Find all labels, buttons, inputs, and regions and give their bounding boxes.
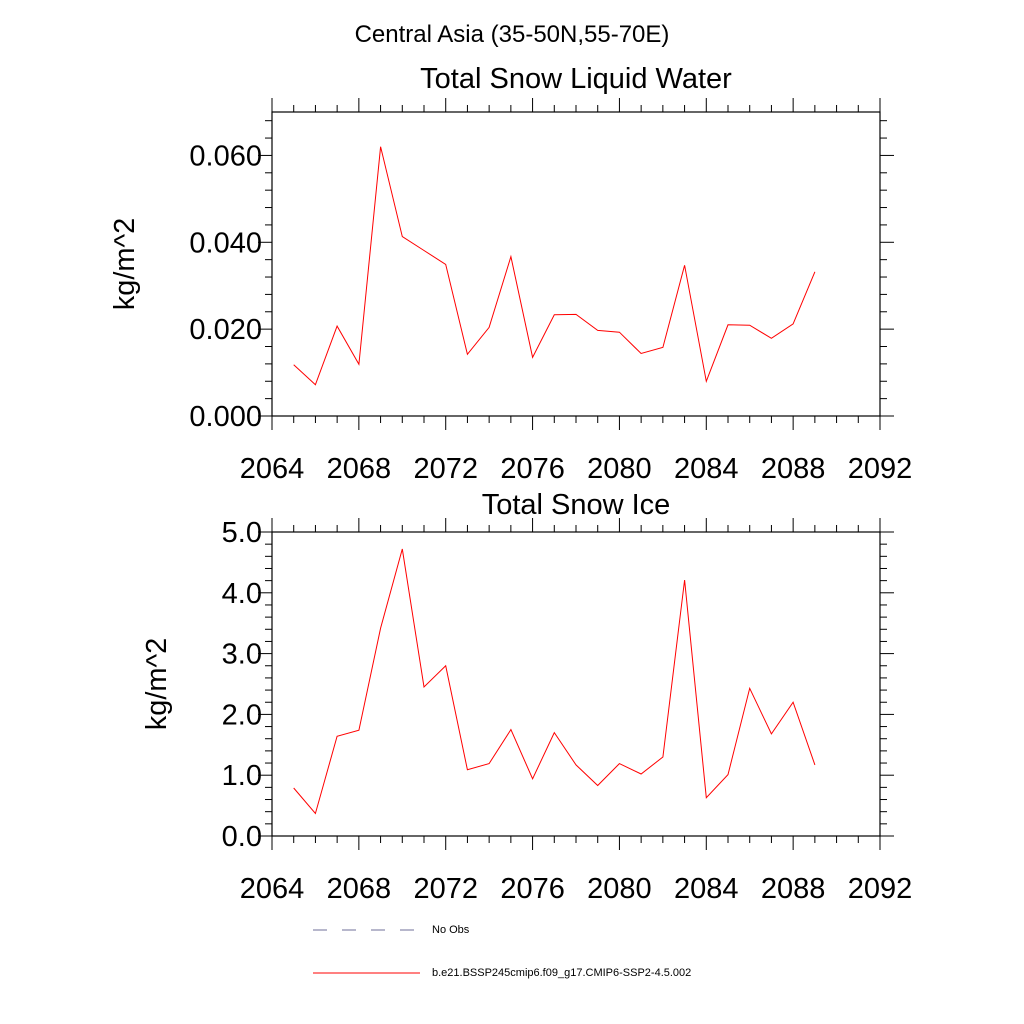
x-tick-label: 2072 — [413, 453, 478, 485]
legend-label-model-run: b.e21.BSSP245cmip6.f09_g17.CMIP6-SSP2-4.… — [432, 967, 691, 979]
x-tick-label: 2068 — [327, 873, 392, 905]
plot-frame — [271, 111, 881, 417]
x-tick-label: 2092 — [848, 453, 913, 485]
x-tick-label: 2064 — [240, 453, 305, 485]
x-tick-label: 2092 — [848, 873, 913, 905]
x-tick-label: 2064 — [240, 873, 305, 905]
x-tick-label: 2088 — [761, 453, 826, 485]
legend-label-no-obs: No Obs — [432, 924, 470, 936]
y-tick-label: 0.000 — [189, 401, 262, 433]
legend: No Obs b.e21.BSSP245cmip6.f09_g17.CMIP6-… — [313, 924, 691, 979]
figure-suptitle: Central Asia (35-50N,55-70E) — [355, 21, 670, 48]
y-axis-label: kg/m^2 — [109, 218, 141, 311]
x-tick-label: 2076 — [500, 873, 565, 905]
y-axis-label: kg/m^2 — [141, 638, 173, 731]
y-tick-label: 0.0 — [222, 821, 262, 853]
chart-title: Total Snow Liquid Water — [420, 63, 732, 95]
chart-title: Total Snow Ice — [482, 489, 671, 521]
x-tick-label: 2084 — [674, 453, 739, 485]
y-tick-label: 3.0 — [222, 639, 262, 671]
y-tick-label: 2.0 — [222, 699, 262, 731]
plot-frame — [271, 531, 881, 837]
x-tick-label: 2084 — [674, 873, 739, 905]
y-tick-label: 0.060 — [189, 140, 262, 172]
panel-snow-ice: Total Snow Ice kg/m^2 2064 2068 2072 2076 2080… — [141, 489, 912, 905]
panel-snow-liquid-water: Total Snow Liquid Water kg/m^2 2064 2068 207… — [109, 63, 912, 485]
x-tick-label: 2068 — [327, 453, 392, 485]
x-tick-label: 2080 — [587, 873, 652, 905]
x-tick-label: 2088 — [761, 873, 826, 905]
y-tick-label: 0.040 — [189, 227, 262, 259]
series-line-0 — [293, 548, 816, 815]
series-line-0 — [293, 146, 816, 386]
y-tick-label: 1.0 — [222, 760, 262, 792]
y-tick-label: 5.0 — [222, 517, 262, 549]
x-tick-label: 2076 — [500, 453, 565, 485]
y-tick-label: 0.020 — [189, 314, 262, 346]
y-tick-label: 4.0 — [222, 578, 262, 610]
x-tick-label: 2072 — [413, 873, 478, 905]
x-tick-label: 2080 — [587, 453, 652, 485]
